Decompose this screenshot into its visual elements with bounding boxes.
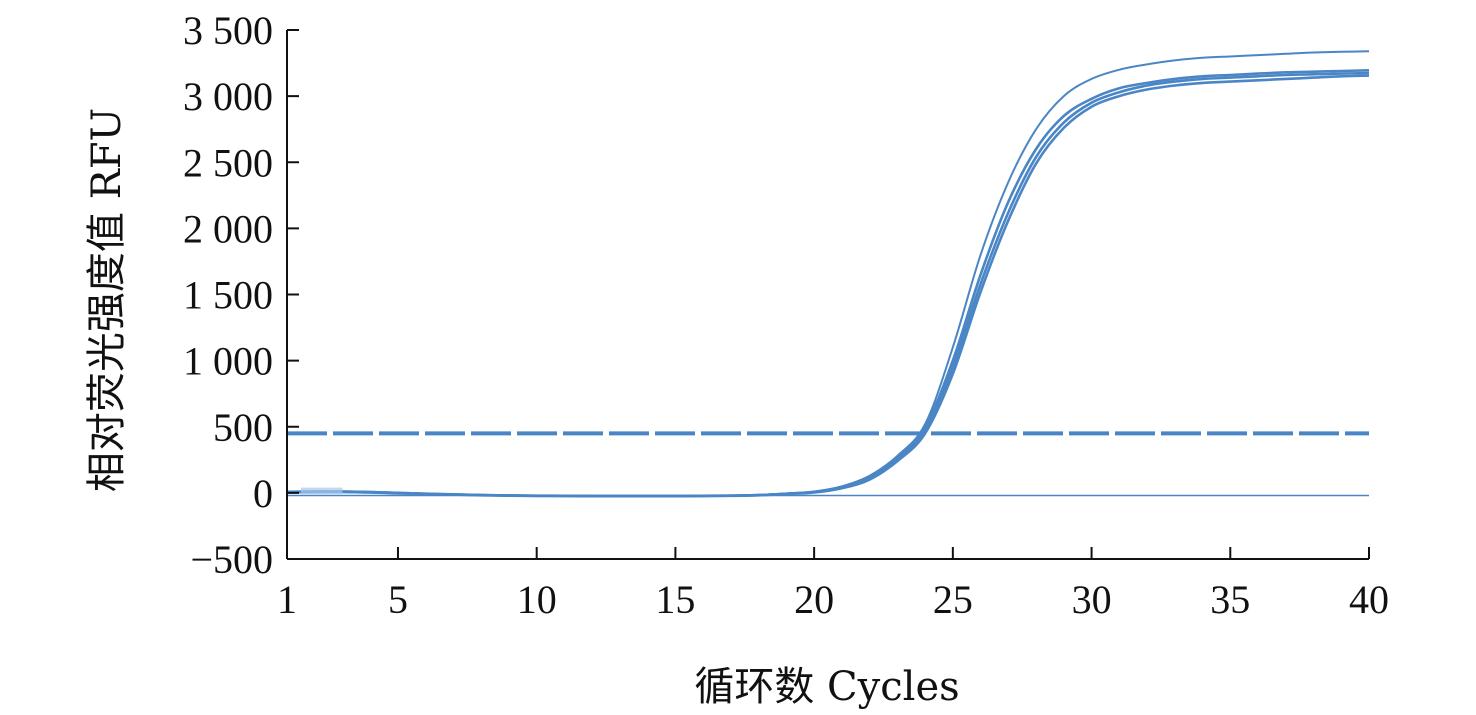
x-tick-label: 10 — [517, 577, 557, 622]
x-tick-label: 5 — [388, 577, 408, 622]
x-tick-label: 20 — [794, 577, 834, 622]
y-tick-label: 1 500 — [183, 273, 273, 318]
x-tick-label: 30 — [1072, 577, 1112, 622]
y-tick-label: 500 — [213, 405, 273, 450]
y-tick-label: 1 000 — [183, 339, 273, 384]
y-tick-label: 2 000 — [183, 206, 273, 251]
y-tick-label: −500 — [190, 537, 273, 582]
series-line-1 — [286, 50, 1370, 497]
x-tick-label: 25 — [933, 577, 973, 622]
series-line-4 — [286, 74, 1370, 498]
x-axis: 1 5 10 15 20 25 30 35 40 — [277, 547, 1389, 622]
y-tick-label: 0 — [253, 471, 273, 516]
y-axis-label: 相对荧光强度值 RFU — [84, 108, 130, 492]
x-tick-label: 40 — [1349, 577, 1389, 622]
plot-area — [286, 50, 1370, 498]
x-tick-label: 1 — [277, 577, 297, 622]
x-axis-label: 循环数 Cycles — [694, 664, 959, 710]
start-marker-patch — [300, 487, 343, 495]
x-tick-label: 35 — [1210, 577, 1250, 622]
x-tick-label: 15 — [655, 577, 695, 622]
y-axis: −500 0 500 1 000 1 500 2 000 2 500 3 000 3 500 — [183, 8, 299, 582]
y-tick-label: 2 500 — [183, 140, 273, 185]
y-tick-label: 3 000 — [183, 74, 273, 119]
y-tick-label: 3 500 — [183, 8, 273, 53]
